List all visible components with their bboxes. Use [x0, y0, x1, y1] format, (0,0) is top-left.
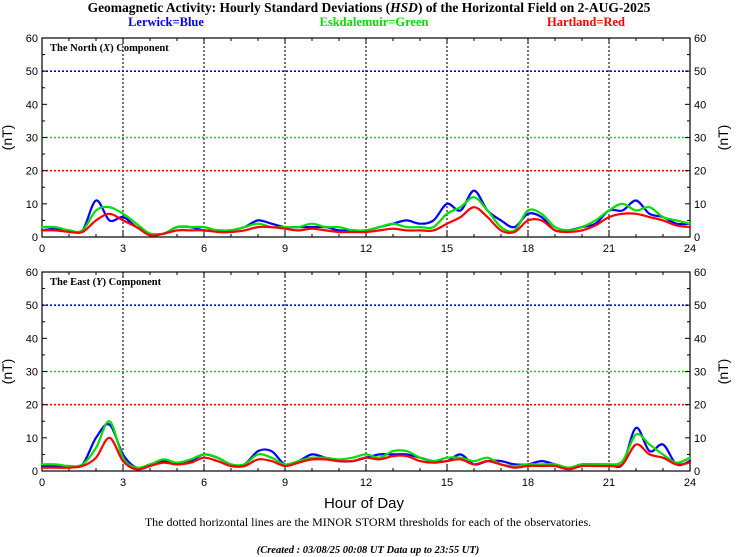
- east-ytick-label-left-50: 50: [26, 300, 38, 312]
- east-ytick-label-left-60: 60: [26, 267, 38, 279]
- north-ytick-label-right-50: 50: [694, 66, 706, 78]
- east-ytick-label-right-10: 10: [694, 433, 706, 445]
- east-xtick-label-15: 15: [441, 477, 453, 489]
- east-ytick-label-right-40: 40: [694, 333, 706, 345]
- east-series-hartland: [40, 436, 692, 471]
- north-series-hartland: [40, 206, 692, 237]
- north-ylabel-left: (nT): [0, 125, 15, 151]
- north-ytick-label-left-50: 50: [26, 66, 38, 78]
- north-xtick-label-21: 21: [603, 243, 615, 255]
- legend-eskdalemuir: Eskdalemuir=Green: [320, 15, 429, 29]
- north-ytick-label-left-0: 0: [32, 232, 38, 244]
- north-panel-title: The North (X) Component: [50, 43, 169, 54]
- north-xtick-label-24: 24: [684, 243, 696, 255]
- east-xtick-label-18: 18: [522, 477, 534, 489]
- east-ytick-label-right-20: 20: [694, 400, 706, 412]
- north-ytick-label-left-60: 60: [26, 33, 38, 45]
- east-ytick-label-right-0: 0: [694, 466, 700, 478]
- north-series-eskdalemuir: [40, 196, 692, 236]
- legend-hartland: Hartland=Red: [547, 15, 625, 29]
- north-xtick-label-3: 3: [120, 243, 126, 255]
- footnote: The dotted horizontal lines are the MINO…: [145, 515, 591, 529]
- east-ytick-label-left-0: 0: [32, 466, 38, 478]
- east-ytick-label-left-10: 10: [26, 433, 38, 445]
- north-xtick-label-6: 6: [201, 243, 207, 255]
- east-xtick-label-24: 24: [684, 477, 696, 489]
- east-series-eskdalemuir: [40, 420, 692, 470]
- east-xtick-label-12: 12: [360, 477, 372, 489]
- north-ytick-label-right-40: 40: [694, 99, 706, 111]
- north-ytick-label-right-20: 20: [694, 166, 706, 178]
- east-ytick-label-left-20: 20: [26, 400, 38, 412]
- x-axis-label: Hour of Day: [324, 495, 405, 512]
- east-xtick-label-9: 9: [282, 477, 288, 489]
- east-panel-title: The East (Y) Component: [50, 277, 162, 288]
- north-xtick-label-0: 0: [39, 243, 45, 255]
- north-ylabel-right: (nT): [715, 125, 731, 151]
- north-ytick-label-right-30: 30: [694, 133, 706, 145]
- east-xtick-label-6: 6: [201, 477, 207, 489]
- north-xtick-label-9: 9: [282, 243, 288, 255]
- legend-lerwick: Lerwick=Blue: [128, 15, 204, 29]
- north-ytick-label-left-30: 30: [26, 133, 38, 145]
- north-ytick-label-left-40: 40: [26, 99, 38, 111]
- east-ytick-label-left-30: 30: [26, 367, 38, 379]
- created-note: (Created : 03/08/25 00:08 UT Data up to …: [257, 545, 480, 556]
- east-ytick-label-left-40: 40: [26, 333, 38, 345]
- north-ytick-label-right-10: 10: [694, 199, 706, 211]
- north-xtick-label-18: 18: [522, 243, 534, 255]
- north-xtick-label-15: 15: [441, 243, 453, 255]
- north-ytick-label-left-20: 20: [26, 166, 38, 178]
- east-xtick-label-21: 21: [603, 477, 615, 489]
- chart-title: Geomagnetic Activity: Hourly Standard De…: [88, 0, 651, 15]
- east-ytick-label-right-30: 30: [694, 367, 706, 379]
- east-ylabel-right: (nT): [715, 359, 731, 385]
- east-xtick-label-3: 3: [120, 477, 126, 489]
- east-ytick-label-right-50: 50: [694, 300, 706, 312]
- east-xtick-label-0: 0: [39, 477, 45, 489]
- north-ytick-label-right-60: 60: [694, 33, 706, 45]
- north-ytick-label-left-10: 10: [26, 199, 38, 211]
- north-xtick-label-12: 12: [360, 243, 372, 255]
- east-ylabel-left: (nT): [0, 359, 15, 385]
- north-ytick-label-right-0: 0: [694, 232, 700, 244]
- east-ytick-label-right-60: 60: [694, 267, 706, 279]
